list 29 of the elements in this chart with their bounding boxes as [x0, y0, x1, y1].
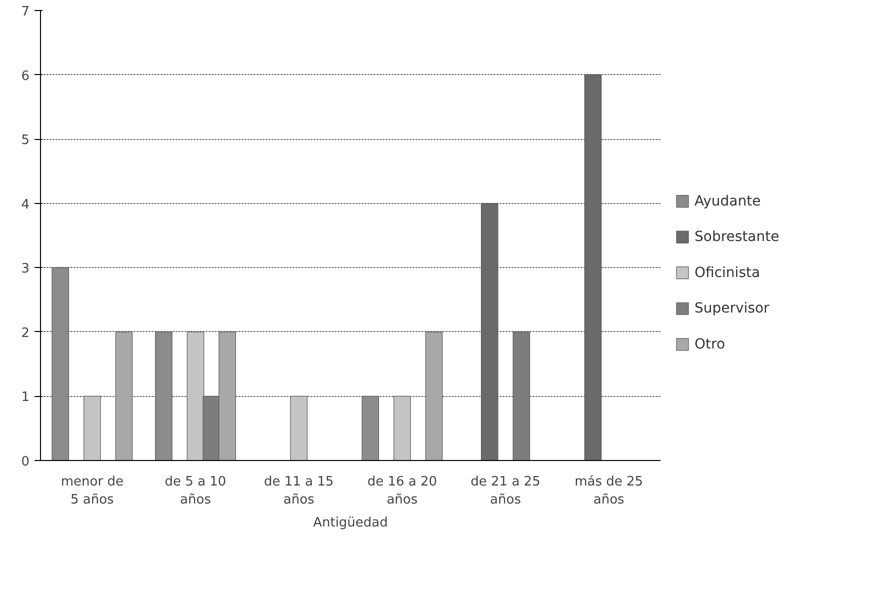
x-axis-title: Antigüedad [313, 516, 388, 530]
bar [425, 332, 443, 460]
x-tick-label: de 16 a 20 años [367, 474, 438, 508]
x-tick-label: de 5 a 10 años [164, 474, 226, 508]
y-tick-label: 3 [21, 262, 30, 277]
x-tick-label: menor de 5 años [60, 474, 124, 508]
y-tick-label: 0 [21, 454, 30, 470]
legend-label: Oficinista [694, 264, 760, 281]
x-tick-label: más de 25 años [574, 474, 644, 508]
bar [155, 332, 172, 460]
bar [394, 396, 411, 460]
x-tick-label: de 11 a 15 años [264, 474, 334, 508]
x-tick-label: de 21 a 25 años [470, 474, 540, 508]
bar [290, 396, 308, 460]
bar [84, 396, 101, 460]
bar [115, 332, 133, 460]
y-tick-label: 5 [21, 133, 30, 148]
y-tick-label: 1 [21, 390, 30, 406]
y-tick-label: 7 [21, 4, 30, 20]
y-tick-label: 4 [21, 197, 30, 212]
legend-label: Sobrestante [694, 229, 780, 246]
legend-label: Supervisor [694, 300, 770, 317]
y-tick-label: 2 [21, 326, 30, 341]
legend-label: Otro [694, 336, 726, 352]
y-tick-label: 6 [21, 68, 30, 84]
bar [362, 396, 380, 460]
legend-label: Ayudante [694, 193, 761, 210]
bar [512, 332, 530, 460]
bar [52, 267, 70, 460]
